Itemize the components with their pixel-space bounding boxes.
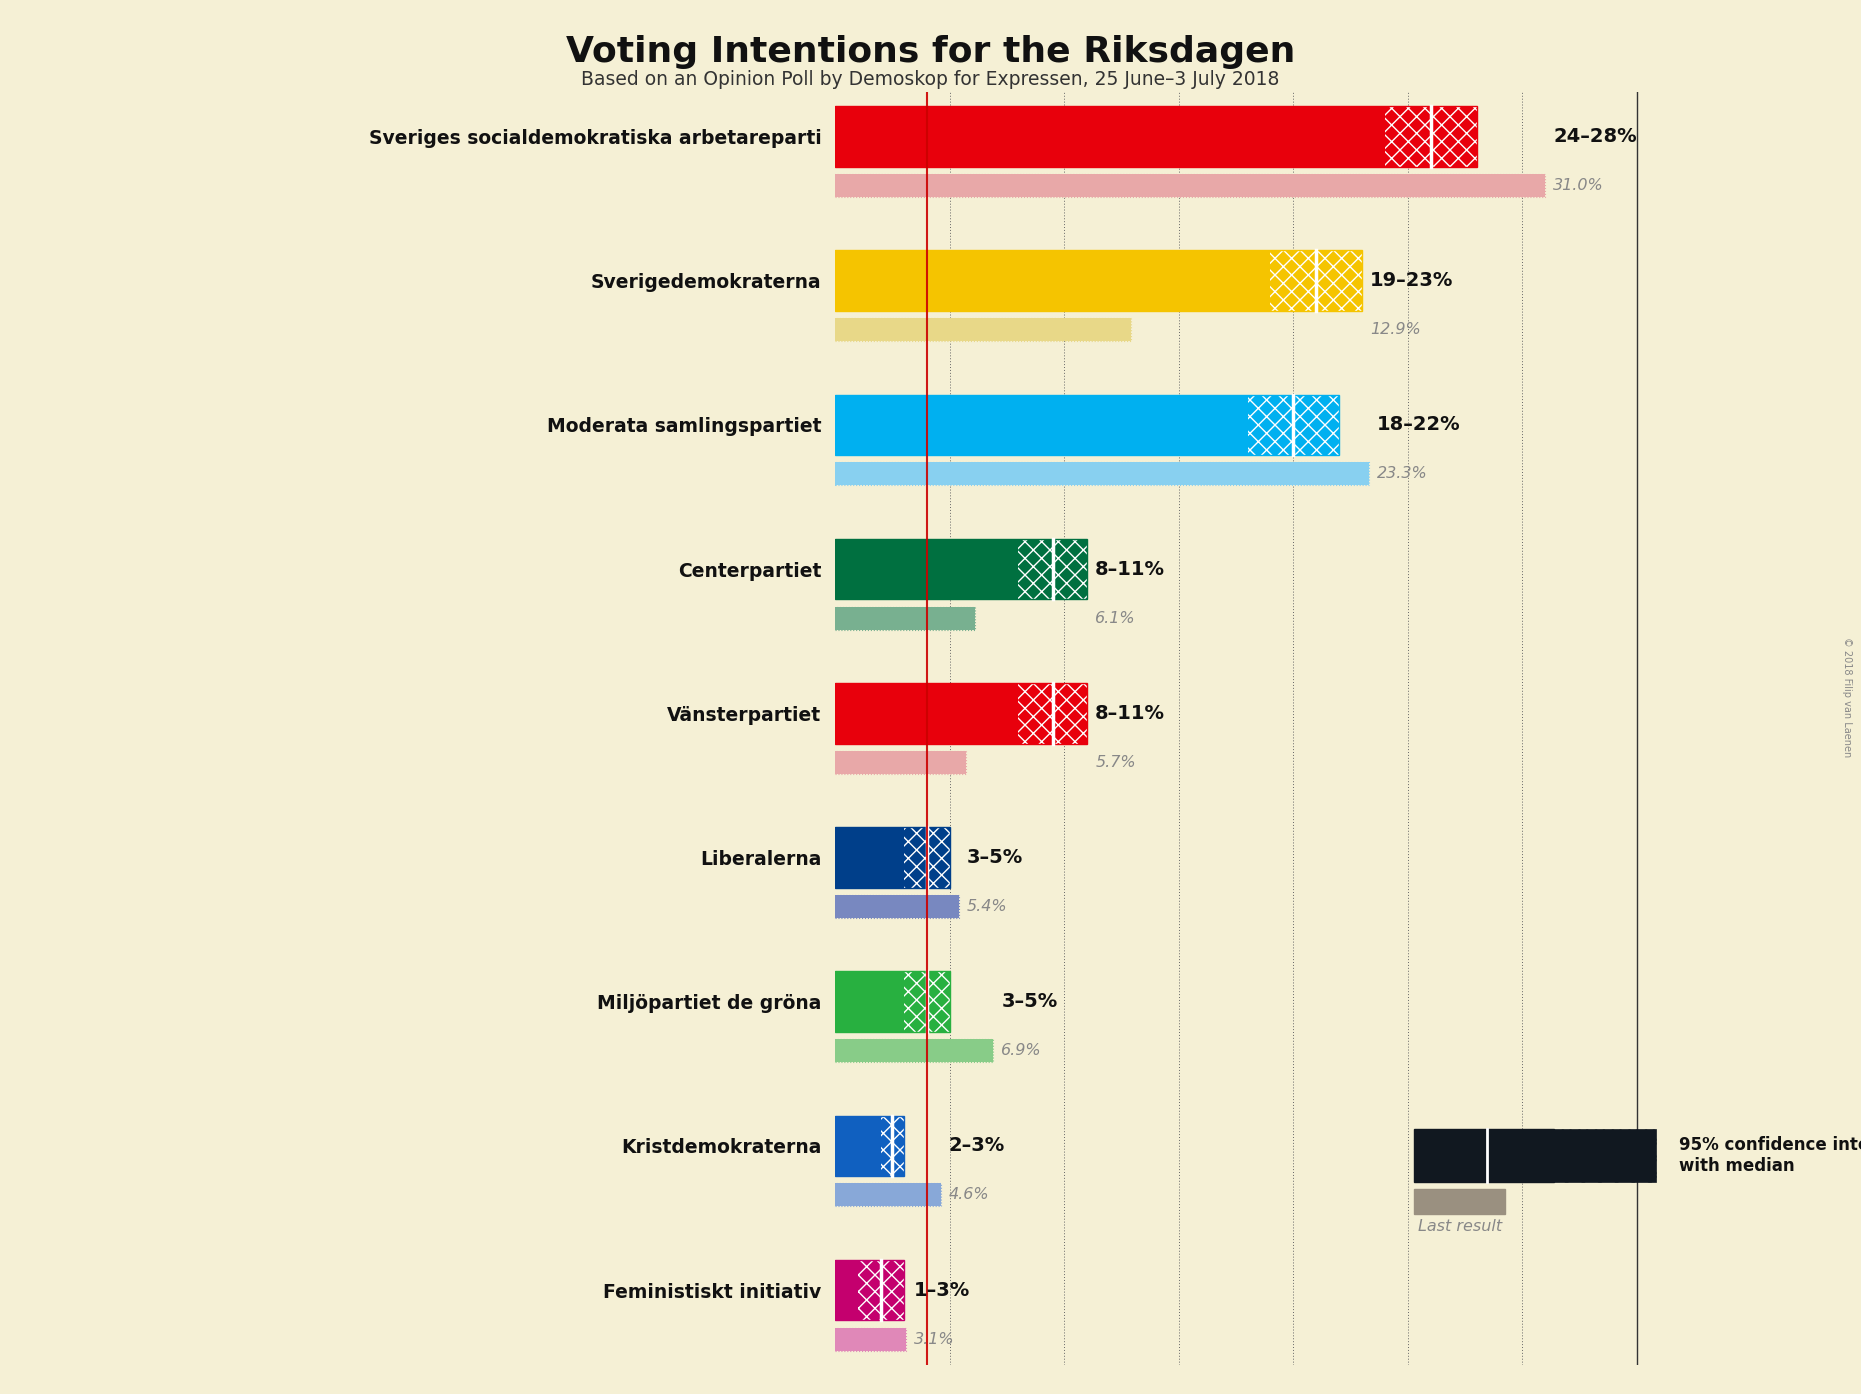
Text: 3–5%: 3–5% [1001, 993, 1057, 1011]
Text: 23.3%: 23.3% [1377, 467, 1427, 481]
Bar [836, 174, 1545, 197]
Text: Last result: Last result [1418, 1218, 1502, 1234]
Bar [836, 895, 958, 919]
Text: 6.9%: 6.9% [1001, 1043, 1042, 1058]
Bar [836, 463, 1370, 485]
Bar [836, 251, 1271, 311]
Bar [836, 318, 1131, 342]
Text: 95% confidence interval
with median: 95% confidence interval with median [1679, 1136, 1861, 1175]
Bar [1247, 395, 1340, 454]
Text: Voting Intentions for the Riksdagen: Voting Intentions for the Riksdagen [566, 35, 1295, 68]
Bar [836, 1039, 994, 1062]
Bar [836, 683, 1087, 743]
Text: 2–3%: 2–3% [949, 1136, 1005, 1156]
Bar [836, 683, 1018, 743]
Text: 1–3%: 1–3% [914, 1281, 970, 1299]
Bar [836, 106, 1385, 167]
Text: 8–11%: 8–11% [1096, 559, 1165, 579]
Bar [836, 972, 949, 1032]
Text: 19–23%: 19–23% [1370, 270, 1453, 290]
Bar [1271, 251, 1362, 311]
Text: © 2018 Filip van Laenen: © 2018 Filip van Laenen [1842, 637, 1852, 757]
Bar [836, 606, 975, 630]
Bar [1018, 683, 1087, 743]
Bar [904, 827, 949, 888]
Bar [858, 1260, 904, 1320]
Text: 3–5%: 3–5% [968, 848, 1024, 867]
Bar [1018, 538, 1087, 599]
Text: 18–22%: 18–22% [1377, 415, 1461, 435]
Bar [836, 538, 1087, 599]
Bar [836, 1260, 858, 1320]
Bar [836, 972, 904, 1032]
Bar [836, 827, 949, 888]
Bar [836, 1184, 940, 1206]
Bar [836, 1115, 880, 1177]
Bar [836, 1260, 904, 1320]
Text: 31.0%: 31.0% [1554, 178, 1604, 192]
Bar [836, 1327, 906, 1351]
Bar [836, 827, 904, 888]
Bar [836, 395, 1247, 454]
Bar [1385, 106, 1476, 167]
Bar [836, 751, 966, 774]
Bar [836, 106, 1476, 167]
Text: 5.4%: 5.4% [968, 899, 1007, 914]
Bar [880, 1115, 904, 1177]
Bar [836, 1327, 906, 1351]
Bar [836, 251, 1362, 311]
Text: 4.6%: 4.6% [949, 1188, 990, 1203]
Bar [836, 751, 966, 774]
Bar [836, 1039, 994, 1062]
Text: Based on an Opinion Poll by Demoskop for Expressen, 25 June–3 July 2018: Based on an Opinion Poll by Demoskop for… [581, 70, 1280, 89]
Bar [836, 1115, 904, 1177]
Bar [836, 606, 975, 630]
Text: 12.9%: 12.9% [1370, 322, 1420, 337]
Bar [836, 174, 1545, 197]
Bar [836, 318, 1131, 342]
Text: 6.1%: 6.1% [1096, 611, 1135, 626]
Bar [836, 463, 1370, 485]
Bar [836, 538, 1018, 599]
Text: 24–28%: 24–28% [1554, 127, 1638, 146]
Text: 5.7%: 5.7% [1096, 754, 1135, 769]
Bar [836, 395, 1340, 454]
Bar [836, 1184, 940, 1206]
Text: 3.1%: 3.1% [914, 1331, 955, 1347]
Text: 8–11%: 8–11% [1096, 704, 1165, 722]
Bar [836, 895, 958, 919]
Bar [904, 972, 949, 1032]
